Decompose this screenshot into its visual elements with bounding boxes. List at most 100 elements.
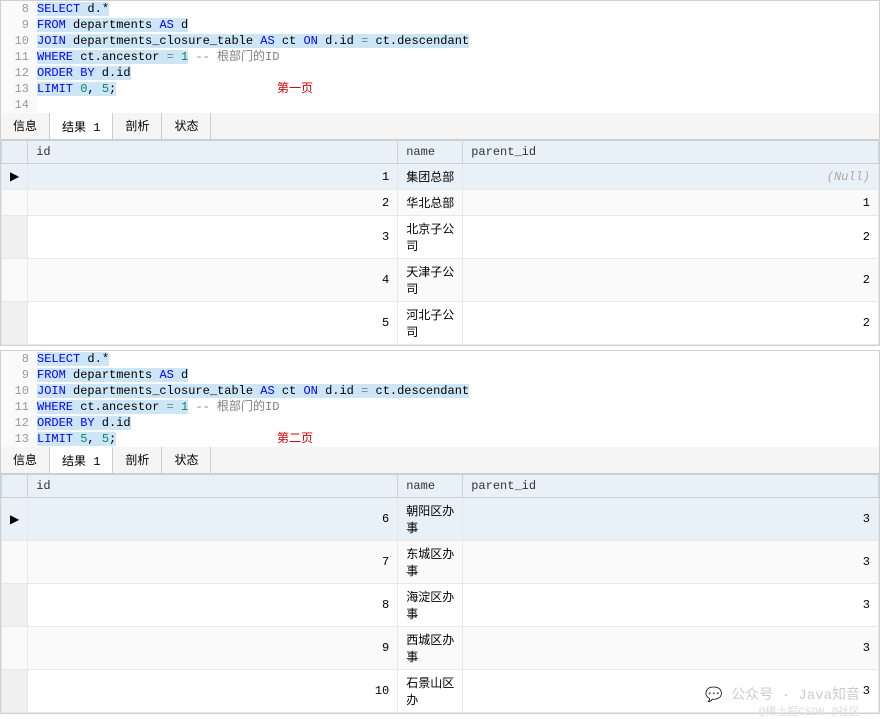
row-marker [2, 670, 28, 713]
code-content[interactable]: JOIN departments_closure_table AS ct ON … [37, 33, 879, 49]
cell-id[interactable]: 6 [28, 498, 398, 541]
cell-parent-id[interactable]: (Null) [463, 164, 879, 190]
column-header-id[interactable]: id [28, 141, 398, 164]
tab-剖析[interactable]: 剖析 [113, 447, 162, 473]
cell-name[interactable]: 河北子公司 [398, 302, 463, 345]
query-panel-1: 8SELECT d.*9FROM departments AS d10JOIN … [0, 0, 880, 346]
line-number: 10 [1, 33, 37, 49]
line-number: 12 [1, 415, 37, 431]
result-grid-1[interactable]: idnameparent_id ▶1集团总部(Null)2华北总部13北京子公司… [1, 140, 879, 345]
code-content[interactable]: SELECT d.* [37, 1, 879, 17]
row-marker [2, 190, 28, 216]
row-header-blank [2, 475, 28, 498]
cell-parent-id[interactable]: 3 [463, 584, 879, 627]
table-row[interactable]: 2华北总部1 [2, 190, 879, 216]
page-annotation: 第二页 [277, 431, 313, 447]
code-line[interactable]: 10JOIN departments_closure_table AS ct O… [1, 383, 879, 399]
cell-name[interactable]: 集团总部 [398, 164, 463, 190]
table-row[interactable]: 10石景山区办3 [2, 670, 879, 713]
column-header-parent_id[interactable]: parent_id [463, 141, 879, 164]
table-row[interactable]: 4天津子公司2 [2, 259, 879, 302]
cell-id[interactable]: 10 [28, 670, 398, 713]
cell-parent-id[interactable]: 3 [463, 627, 879, 670]
code-content[interactable]: WHERE ct.ancestor = 1 -- 根部门的ID [37, 399, 879, 415]
table-row[interactable]: 7东城区办事3 [2, 541, 879, 584]
cell-name[interactable]: 海淀区办事 [398, 584, 463, 627]
row-marker: ▶ [2, 498, 28, 541]
cell-parent-id[interactable]: 1 [463, 190, 879, 216]
tab-信息[interactable]: 信息 [1, 447, 50, 473]
line-number: 8 [1, 1, 37, 17]
cell-name[interactable]: 石景山区办 [398, 670, 463, 713]
sql-editor-1[interactable]: 8SELECT d.*9FROM departments AS d10JOIN … [1, 1, 879, 113]
code-content[interactable]: LIMIT 5, 5;第二页 [37, 431, 879, 447]
result-tabs-2: 信息结果 1剖析状态 [1, 447, 879, 474]
cell-parent-id[interactable]: 2 [463, 259, 879, 302]
cell-id[interactable]: 8 [28, 584, 398, 627]
cell-name[interactable]: 天津子公司 [398, 259, 463, 302]
code-content[interactable]: FROM departments AS d [37, 17, 879, 33]
code-line[interactable]: 11WHERE ct.ancestor = 1 -- 根部门的ID [1, 49, 879, 65]
tab-结果 1[interactable]: 结果 1 [50, 446, 113, 473]
row-marker [2, 584, 28, 627]
result-grid-2[interactable]: idnameparent_id ▶6朝阳区办事37东城区办事38海淀区办事39西… [1, 474, 879, 713]
table-row[interactable]: 5河北子公司2 [2, 302, 879, 345]
sql-editor-2[interactable]: 8SELECT d.*9FROM departments AS d10JOIN … [1, 351, 879, 447]
cell-id[interactable]: 7 [28, 541, 398, 584]
code-content[interactable]: ORDER BY d.id [37, 65, 879, 81]
code-line[interactable]: 11WHERE ct.ancestor = 1 -- 根部门的ID [1, 399, 879, 415]
cell-name[interactable]: 朝阳区办事 [398, 498, 463, 541]
code-line[interactable]: 13LIMIT 5, 5;第二页 [1, 431, 879, 447]
cell-id[interactable]: 9 [28, 627, 398, 670]
cell-id[interactable]: 1 [28, 164, 398, 190]
code-line[interactable]: 9FROM departments AS d [1, 367, 879, 383]
column-header-id[interactable]: id [28, 475, 398, 498]
cell-id[interactable]: 5 [28, 302, 398, 345]
code-content[interactable]: SELECT d.* [37, 351, 879, 367]
cell-id[interactable]: 3 [28, 216, 398, 259]
code-line[interactable]: 12ORDER BY d.id [1, 65, 879, 81]
code-content[interactable]: WHERE ct.ancestor = 1 -- 根部门的ID [37, 49, 879, 65]
tab-信息[interactable]: 信息 [1, 113, 50, 139]
row-marker [2, 216, 28, 259]
code-line[interactable]: 14 [1, 97, 879, 113]
cell-id[interactable]: 2 [28, 190, 398, 216]
code-content[interactable]: FROM departments AS d [37, 367, 879, 383]
code-line[interactable]: 8SELECT d.* [1, 1, 879, 17]
table-row[interactable]: ▶1集团总部(Null) [2, 164, 879, 190]
cell-parent-id[interactable]: 3 [463, 670, 879, 713]
code-content[interactable] [37, 97, 879, 113]
cell-name[interactable]: 华北总部 [398, 190, 463, 216]
table-row[interactable]: ▶6朝阳区办事3 [2, 498, 879, 541]
table-row[interactable]: 8海淀区办事3 [2, 584, 879, 627]
cell-name[interactable]: 东城区办事 [398, 541, 463, 584]
line-number: 9 [1, 367, 37, 383]
cell-name[interactable]: 西城区办事 [398, 627, 463, 670]
column-header-parent_id[interactable]: parent_id [463, 475, 879, 498]
code-line[interactable]: 10JOIN departments_closure_table AS ct O… [1, 33, 879, 49]
cell-id[interactable]: 4 [28, 259, 398, 302]
code-content[interactable]: JOIN departments_closure_table AS ct ON … [37, 383, 879, 399]
code-line[interactable]: 12ORDER BY d.id [1, 415, 879, 431]
tab-结果 1[interactable]: 结果 1 [50, 112, 113, 139]
tab-剖析[interactable]: 剖析 [113, 113, 162, 139]
cell-parent-id[interactable]: 2 [463, 216, 879, 259]
code-content[interactable]: ORDER BY d.id [37, 415, 879, 431]
table-row[interactable]: 3北京子公司2 [2, 216, 879, 259]
query-panel-2: 8SELECT d.*9FROM departments AS d10JOIN … [0, 350, 880, 714]
code-line[interactable]: 9FROM departments AS d [1, 17, 879, 33]
column-header-name[interactable]: name [398, 475, 463, 498]
cell-parent-id[interactable]: 3 [463, 498, 879, 541]
cell-name[interactable]: 北京子公司 [398, 216, 463, 259]
column-header-name[interactable]: name [398, 141, 463, 164]
code-line[interactable]: 8SELECT d.* [1, 351, 879, 367]
tab-状态[interactable]: 状态 [162, 113, 211, 139]
code-content[interactable]: LIMIT 0, 5;第一页 [37, 81, 879, 97]
table-row[interactable]: 9西城区办事3 [2, 627, 879, 670]
tab-状态[interactable]: 状态 [162, 447, 211, 473]
code-line[interactable]: 13LIMIT 0, 5;第一页 [1, 81, 879, 97]
cell-parent-id[interactable]: 3 [463, 541, 879, 584]
row-marker [2, 541, 28, 584]
line-number: 13 [1, 81, 37, 97]
cell-parent-id[interactable]: 2 [463, 302, 879, 345]
